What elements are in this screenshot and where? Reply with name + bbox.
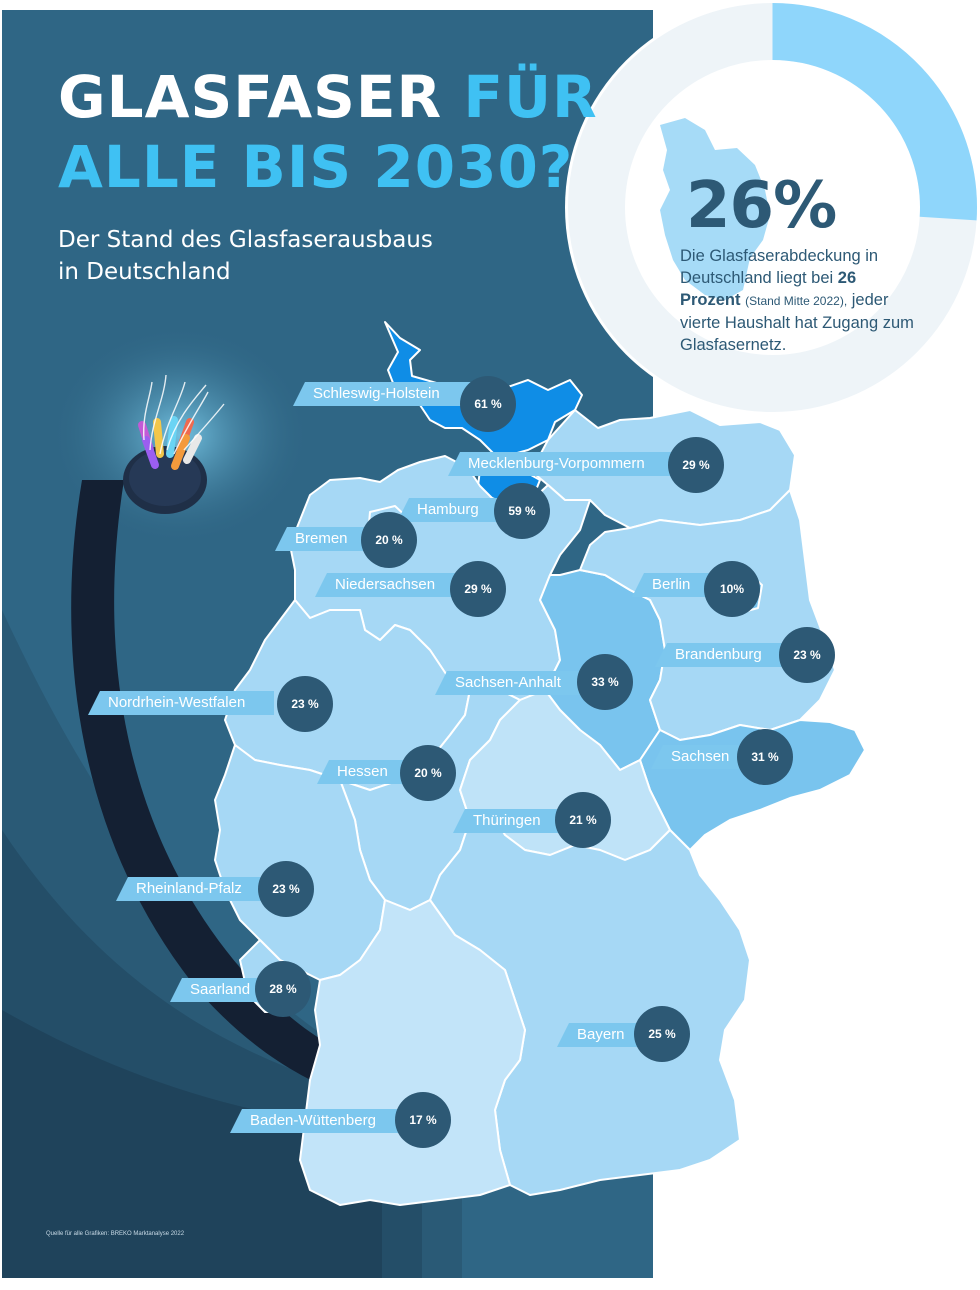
state-value-nordrhein-westfalen: 23 % <box>277 676 333 732</box>
state-label-mecklenburg-vorpommern: Mecklenburg-Vorpommern <box>448 452 688 476</box>
subtitle-line2: in Deutschland <box>58 259 231 285</box>
state-label-nordrhein-westfalen: Nordrhein-Westfalen <box>88 691 274 715</box>
state-value-schleswig-holstein: 61 % <box>460 376 516 432</box>
coverage-text-small: (Stand Mitte 2022), <box>745 294 848 308</box>
coverage-text-2: jeder vierte Haushalt hat Zugang zum Gla… <box>680 291 914 354</box>
state-label-rheinland-pfalz: Rheinland-Pfalz <box>116 877 266 901</box>
state-value-hessen: 20 % <box>400 745 456 801</box>
coverage-description: Die Glasfaserabdeckung in Deutschland li… <box>680 245 920 356</box>
germany-silhouette <box>660 118 770 300</box>
state-label-brandenburg: Brandenburg <box>655 643 790 667</box>
state-value-niedersachsen: 29 % <box>450 561 506 617</box>
state-value-sachsen: 31 % <box>737 729 793 785</box>
state-value-mecklenburg-vorpommern: 29 % <box>668 437 724 493</box>
state-value-bayern: 25 % <box>634 1006 690 1062</box>
coverage-donut <box>565 0 980 415</box>
state-value-berlin: 10% <box>704 561 760 617</box>
subtitle: Der Stand des Glasfaserausbaus in Deutsc… <box>58 224 478 288</box>
state-value-thueringen: 21 % <box>555 792 611 848</box>
state-label-hessen: Hessen <box>317 760 410 784</box>
title-part2: FÜR <box>463 63 598 131</box>
state-label-bremen: Bremen <box>275 527 375 551</box>
coverage-text-bold: 26 Prozent <box>680 269 857 309</box>
state-label-baden-wuerttemberg: Baden-Wüttenberg <box>230 1109 402 1133</box>
state-value-sachsen-anhalt: 33 % <box>577 654 633 710</box>
title-line2: ALLE BIS 2030? <box>58 133 574 201</box>
state-label-schleswig-holstein: Schleswig-Holstein <box>293 382 476 406</box>
title-part1: GLASFASER <box>58 63 443 131</box>
coverage-text-1: Die Glasfaserabdeckung in Deutschland li… <box>680 247 879 287</box>
state-value-baden-wuerttemberg: 17 % <box>395 1092 451 1148</box>
source-note: Quelle für alle Grafiken: BREKO Marktana… <box>46 1231 185 1237</box>
state-label-sachsen-anhalt: Sachsen-Anhalt <box>435 671 585 695</box>
state-label-saarland: Saarland <box>170 978 258 1002</box>
subtitle-line1: Der Stand des Glasfaserausbaus <box>58 227 433 253</box>
state-label-niedersachsen: Niedersachsen <box>315 573 463 597</box>
state-value-saarland: 28 % <box>255 961 311 1017</box>
state-value-rheinland-pfalz: 23 % <box>258 861 314 917</box>
state-label-bayern: Bayern <box>557 1023 647 1047</box>
state-label-sachsen: Sachsen <box>651 745 741 769</box>
state-value-bremen: 20 % <box>361 512 417 568</box>
coverage-value: 26% <box>686 169 837 243</box>
state-value-brandenburg: 23 % <box>779 627 835 683</box>
state-label-thueringen: Thüringen <box>453 809 563 833</box>
state-value-hamburg: 59 % <box>494 483 550 539</box>
donut-arc <box>771 3 977 221</box>
